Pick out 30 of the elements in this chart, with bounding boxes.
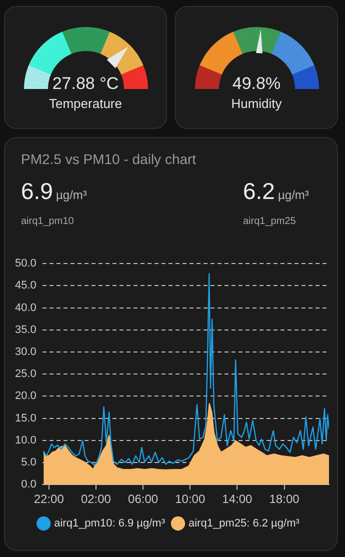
text: airq1_pm10 — [21, 216, 74, 227]
text: Temperature — [48, 96, 123, 111]
y-tick-label: 35.0 — [14, 324, 36, 336]
text: µg/m³ — [56, 188, 87, 202]
y-tick-label: 10.0 — [14, 434, 36, 446]
text: airq1_pm25 — [243, 216, 296, 227]
y-tick-label: 30.0 — [14, 346, 36, 358]
y-tick-label: 25.0 — [14, 368, 36, 380]
y-tick-label: 20.0 — [14, 390, 36, 402]
y-tick-label: 0.0 — [21, 478, 36, 491]
x-tick-label: 02:00 — [80, 492, 112, 506]
legend-label: airq1_pm10: 6.9 µg/m³ — [54, 518, 166, 530]
text: µg/m³ — [278, 188, 309, 202]
y-tick-label: 5.0 — [21, 456, 36, 469]
y-tick-label: 45.0 — [14, 280, 36, 292]
text: 6.2 — [243, 178, 275, 204]
text: 6.9 — [21, 178, 53, 204]
x-tick-label: 10:00 — [175, 492, 206, 506]
text: Humidity — [230, 96, 283, 111]
x-tick-label: 06:00 — [128, 492, 158, 506]
y-tick-label: 50.0 — [14, 258, 36, 270]
legend-label: airq1_pm25: 6.2 µg/m³ — [188, 518, 300, 530]
chart-title: PM2.5 vs PM10 - daily chart — [21, 151, 196, 167]
text: 27.88 °C — [51, 74, 120, 94]
text: 49.8% — [231, 74, 282, 94]
x-tick-label: 14:00 — [222, 492, 253, 506]
x-tick-label: 22:00 — [34, 492, 64, 506]
y-tick-label: 40.0 — [14, 302, 36, 314]
y-tick-label: 15.0 — [14, 412, 36, 424]
x-tick-label: 18:00 — [269, 492, 300, 506]
